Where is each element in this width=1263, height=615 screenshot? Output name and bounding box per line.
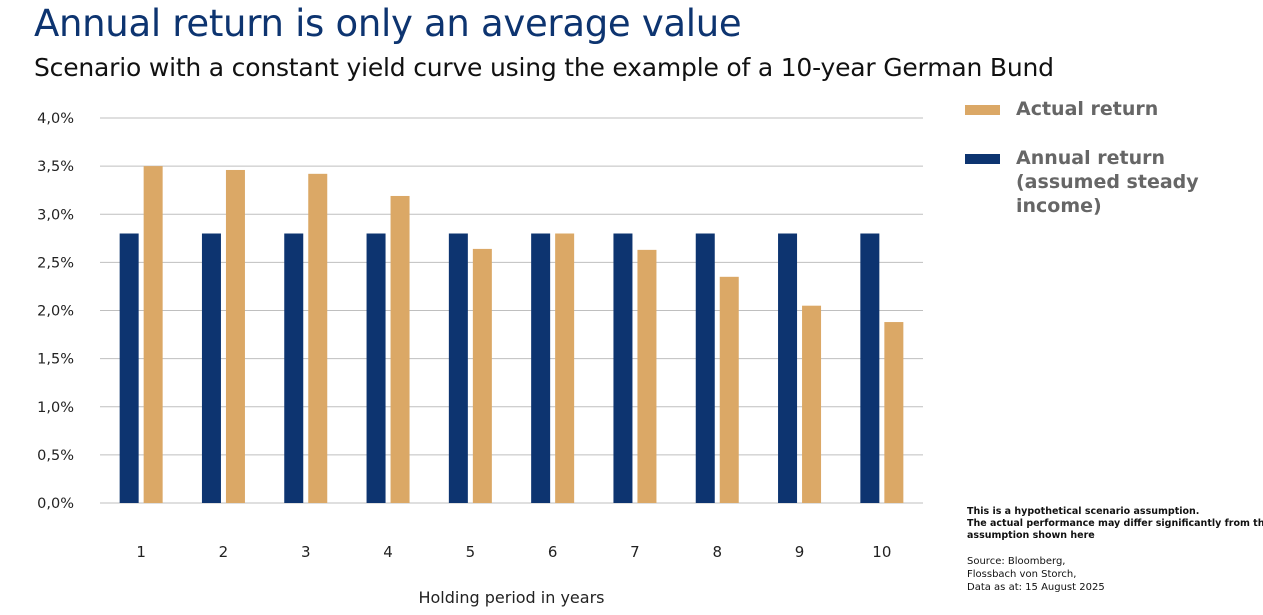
bar-actual-return xyxy=(719,276,739,503)
source-line: Flossbach von Storch, xyxy=(967,569,1077,580)
source-note: Source: Bloomberg, Flossbach von Storch,… xyxy=(967,555,1257,594)
x-tick-label: 1 xyxy=(136,543,146,561)
bar-actual-return xyxy=(472,248,492,503)
bar-actual-return xyxy=(884,322,904,503)
legend-item-actual-return: Actual return xyxy=(965,97,1206,121)
bar-actual-return xyxy=(143,166,163,503)
bar-annual-return xyxy=(778,233,798,503)
source-line: Source: Bloomberg, xyxy=(967,556,1066,567)
x-axis-title: Holding period in years xyxy=(418,588,604,607)
grid-lines xyxy=(100,117,923,504)
bar-annual-return xyxy=(201,233,221,503)
bar-annual-return xyxy=(695,233,715,503)
y-tick-label: 0,5% xyxy=(37,448,74,464)
page-title: Annual return is only an average value xyxy=(34,2,742,45)
bar-annual-return xyxy=(860,233,880,503)
bar-actual-return xyxy=(637,249,657,503)
x-tick-label: 4 xyxy=(383,543,393,561)
bar-annual-return xyxy=(284,233,304,503)
disclaimer-line: The actual performance may differ signif… xyxy=(967,518,1263,529)
y-tick-label: 2,0% xyxy=(37,304,74,320)
y-tick-label: 1,0% xyxy=(37,400,74,416)
page-subtitle: Scenario with a constant yield curve usi… xyxy=(34,53,1054,82)
y-tick-label: 3,0% xyxy=(37,207,74,223)
legend-swatch-actual-return xyxy=(965,105,1000,115)
bar-actual-return xyxy=(555,233,575,503)
legend-label-line: (assumed steady xyxy=(1016,171,1199,193)
x-tick-label: 10 xyxy=(872,543,891,561)
legend-swatch-annual-return xyxy=(965,154,1000,164)
x-tick-label: 9 xyxy=(795,543,805,561)
y-tick-label: 0,0% xyxy=(37,496,74,512)
x-axis-tick-labels: 1 2 3 4 5 6 7 8 9 10 xyxy=(136,543,891,561)
bar-actual-return xyxy=(390,195,410,503)
bar-actual-return xyxy=(225,169,245,503)
y-tick-label: 3,5% xyxy=(37,159,74,175)
bar-annual-return xyxy=(366,233,386,503)
legend-label-line: income) xyxy=(1016,195,1102,217)
y-axis-tick-labels: 0,0% 0,5% 1,0% 1,5% 2,0% 2,5% 3,0% 3,5% 4,0% xyxy=(37,111,74,512)
legend-item-annual-return: Annual return (assumed steady income) xyxy=(965,146,1206,218)
x-tick-label: 6 xyxy=(548,543,558,561)
disclaimer-note: This is a hypothetical scenario assumpti… xyxy=(967,506,1263,542)
x-tick-label: 5 xyxy=(466,543,476,561)
bar-actual-return xyxy=(308,173,328,503)
y-tick-label: 1,5% xyxy=(37,352,74,368)
bar-chart: 0,0% 0,5% 1,0% 1,5% 2,0% 2,5% 3,0% 3,5% 4,0% 1 2 3… xyxy=(37,111,923,607)
x-tick-label: 2 xyxy=(219,543,229,561)
bar-annual-return xyxy=(119,233,139,503)
y-tick-label: 2,5% xyxy=(37,255,74,271)
source-line: Data as at: 15 August 2025 xyxy=(967,582,1105,593)
disclaimer-line: This is a hypothetical scenario assumpti… xyxy=(967,506,1200,517)
x-tick-label: 7 xyxy=(630,543,640,561)
legend-label-line: Actual return xyxy=(1016,98,1159,120)
legend-label-annual-return: Annual return (assumed steady income) xyxy=(1016,146,1206,218)
x-tick-label: 3 xyxy=(301,543,311,561)
disclaimer-line: assumption shown here xyxy=(967,530,1095,541)
bar-annual-return xyxy=(448,233,468,503)
bar-actual-return xyxy=(802,305,822,503)
legend-label-line: Annual return xyxy=(1016,147,1165,169)
x-tick-label: 8 xyxy=(712,543,722,561)
bar-annual-return xyxy=(613,233,633,503)
legend-label-actual-return: Actual return xyxy=(1016,97,1206,121)
bar-annual-return xyxy=(531,233,551,503)
y-tick-label: 4,0% xyxy=(37,111,74,127)
bars xyxy=(119,166,904,503)
